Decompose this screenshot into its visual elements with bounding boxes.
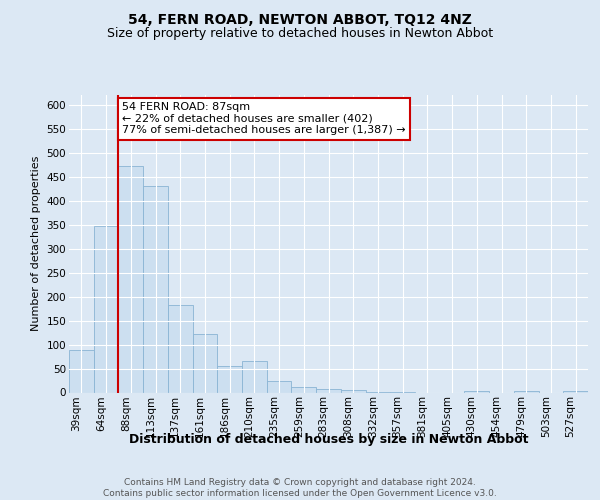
Bar — [267, 380, 292, 392]
Bar — [94, 226, 118, 392]
Bar — [514, 390, 539, 392]
Bar — [242, 362, 267, 392]
Bar — [168, 305, 193, 392]
Bar — [143, 186, 168, 392]
Bar — [316, 388, 341, 392]
Bar — [217, 366, 242, 392]
Bar — [563, 390, 588, 392]
Bar — [69, 350, 94, 393]
Bar — [118, 166, 143, 392]
Y-axis label: Number of detached properties: Number of detached properties — [31, 156, 41, 332]
Bar — [292, 386, 316, 392]
Text: Contains HM Land Registry data © Crown copyright and database right 2024.
Contai: Contains HM Land Registry data © Crown c… — [103, 478, 497, 498]
Text: 54 FERN ROAD: 87sqm
← 22% of detached houses are smaller (402)
77% of semi-detac: 54 FERN ROAD: 87sqm ← 22% of detached ho… — [122, 102, 406, 136]
Text: Distribution of detached houses by size in Newton Abbot: Distribution of detached houses by size … — [129, 432, 529, 446]
Bar — [193, 334, 217, 392]
Bar — [341, 390, 365, 392]
Text: 54, FERN ROAD, NEWTON ABBOT, TQ12 4NZ: 54, FERN ROAD, NEWTON ABBOT, TQ12 4NZ — [128, 12, 472, 26]
Bar — [464, 390, 489, 392]
Text: Size of property relative to detached houses in Newton Abbot: Size of property relative to detached ho… — [107, 28, 493, 40]
